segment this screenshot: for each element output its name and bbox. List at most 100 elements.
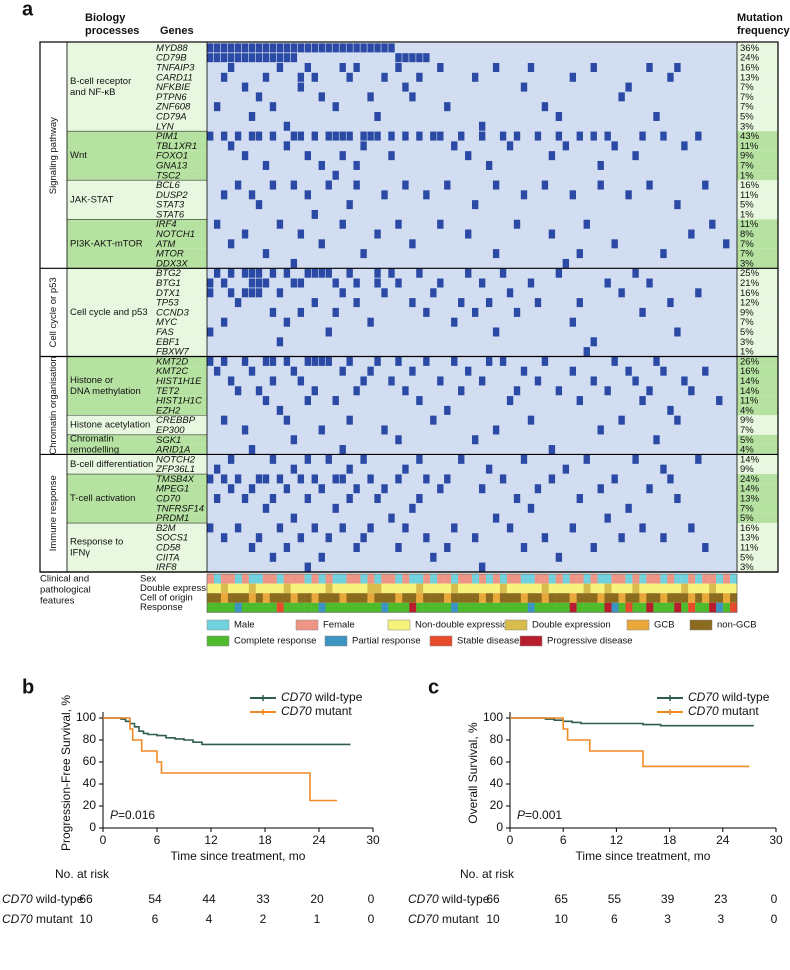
mutation-frequency: 13%: [740, 72, 760, 83]
mutation: [688, 523, 695, 533]
mutation: [262, 43, 270, 53]
clinical-cell: [472, 574, 480, 584]
mutation: [625, 503, 632, 513]
oncoprint-frame: [39, 41, 779, 573]
mutation: [290, 131, 298, 141]
mutation: [548, 445, 556, 455]
gene-cell: [153, 111, 207, 122]
clinical-cell: [548, 593, 556, 603]
gene-name: CD79B: [156, 53, 187, 64]
mutation: [506, 141, 514, 151]
annotation: P=0.001: [517, 808, 562, 822]
clinical-cell: [723, 574, 731, 584]
gene-cell: [153, 101, 207, 112]
risk-count: 44: [202, 892, 216, 906]
mutation: [234, 180, 242, 190]
mutation: [304, 562, 312, 572]
clinical-cell: [709, 574, 717, 584]
mutation: [374, 131, 381, 141]
mutation: [311, 356, 318, 366]
gene-cell: [153, 52, 207, 63]
process-name: Cell cycle and p53: [70, 307, 148, 318]
mutation: [339, 474, 346, 484]
mutation-frequency: 1%: [740, 209, 754, 220]
mutation: [506, 396, 514, 406]
gene-name: ZNF608: [155, 102, 191, 113]
mutation-frequency: 9%: [740, 415, 754, 426]
clinical-cell: [604, 574, 612, 584]
mutation: [346, 356, 353, 366]
clinical-cell: [269, 602, 277, 613]
clinical-cell: [276, 602, 284, 613]
mutation-frequency: 5%: [740, 435, 754, 446]
y-tick-label: 40: [83, 776, 97, 790]
mutation: [262, 356, 270, 366]
clinical-cell: [562, 602, 570, 613]
mutation: [248, 366, 256, 376]
mutation: [381, 190, 388, 200]
legend-swatch: [206, 619, 230, 631]
mutation: [513, 219, 521, 229]
risk-count: 10: [486, 912, 500, 926]
y-tick-label: 100: [76, 710, 96, 724]
mutation: [227, 268, 235, 278]
mutation: [604, 513, 611, 523]
y-axis-label: Progression-Free Survival, %: [59, 695, 73, 851]
gene-cell: [153, 444, 207, 455]
mutation: [269, 102, 277, 112]
mutation: [353, 180, 360, 190]
clinical-cell: [513, 602, 522, 613]
mutation: [388, 513, 395, 523]
mutation: [569, 317, 577, 327]
mutation: [332, 503, 339, 513]
legend-label: Female: [323, 620, 355, 631]
clinical-cell: [681, 593, 689, 603]
clinical-cell: [458, 602, 466, 613]
clinical-cell: [430, 593, 438, 603]
gene-name: TP53: [156, 298, 179, 309]
mutation: [360, 141, 367, 151]
process-cell: [67, 434, 153, 455]
mutation: [311, 298, 318, 308]
mutation: [241, 494, 249, 504]
mutation: [478, 131, 486, 141]
clinical-cell: [702, 574, 710, 584]
legend-swatch: [504, 619, 528, 631]
mutation: [213, 464, 221, 474]
clinical-cell: [730, 593, 738, 603]
frequency-cell: [737, 199, 778, 210]
mutation: [618, 288, 625, 298]
mutation: [632, 376, 639, 386]
mutation: [360, 131, 367, 141]
frequency-cell: [737, 464, 778, 475]
gene-cell: [153, 229, 207, 239]
mutation: [437, 131, 444, 141]
mutation: [339, 523, 346, 533]
clinical-cell: [478, 593, 487, 603]
legend-label: CD70 wild-type: [688, 690, 770, 704]
clinical-cell: [597, 583, 605, 594]
mutation: [499, 268, 507, 278]
mutation: [437, 219, 444, 229]
clinical-cell: [499, 602, 508, 613]
frequency-cell: [737, 523, 778, 533]
clinical-cell: [569, 602, 577, 613]
clinical-cell: [339, 574, 347, 584]
mutation: [304, 62, 312, 72]
mutation: [207, 288, 214, 298]
mutation: [318, 239, 325, 249]
mutation: [290, 180, 298, 190]
mutation: [255, 278, 263, 288]
mutation: [709, 219, 716, 229]
legend-swatch: [206, 635, 230, 647]
mutation: [255, 533, 263, 543]
gene-cell: [153, 454, 207, 465]
mutation: [304, 151, 312, 161]
mutation: [290, 43, 298, 53]
risk-title: No. at risk: [460, 867, 515, 881]
gene-name: LYN: [156, 121, 174, 132]
mutation: [283, 356, 291, 366]
risk-count: 0: [368, 892, 375, 906]
clinical-cell: [520, 583, 528, 594]
gene-name: CD58: [156, 543, 181, 554]
